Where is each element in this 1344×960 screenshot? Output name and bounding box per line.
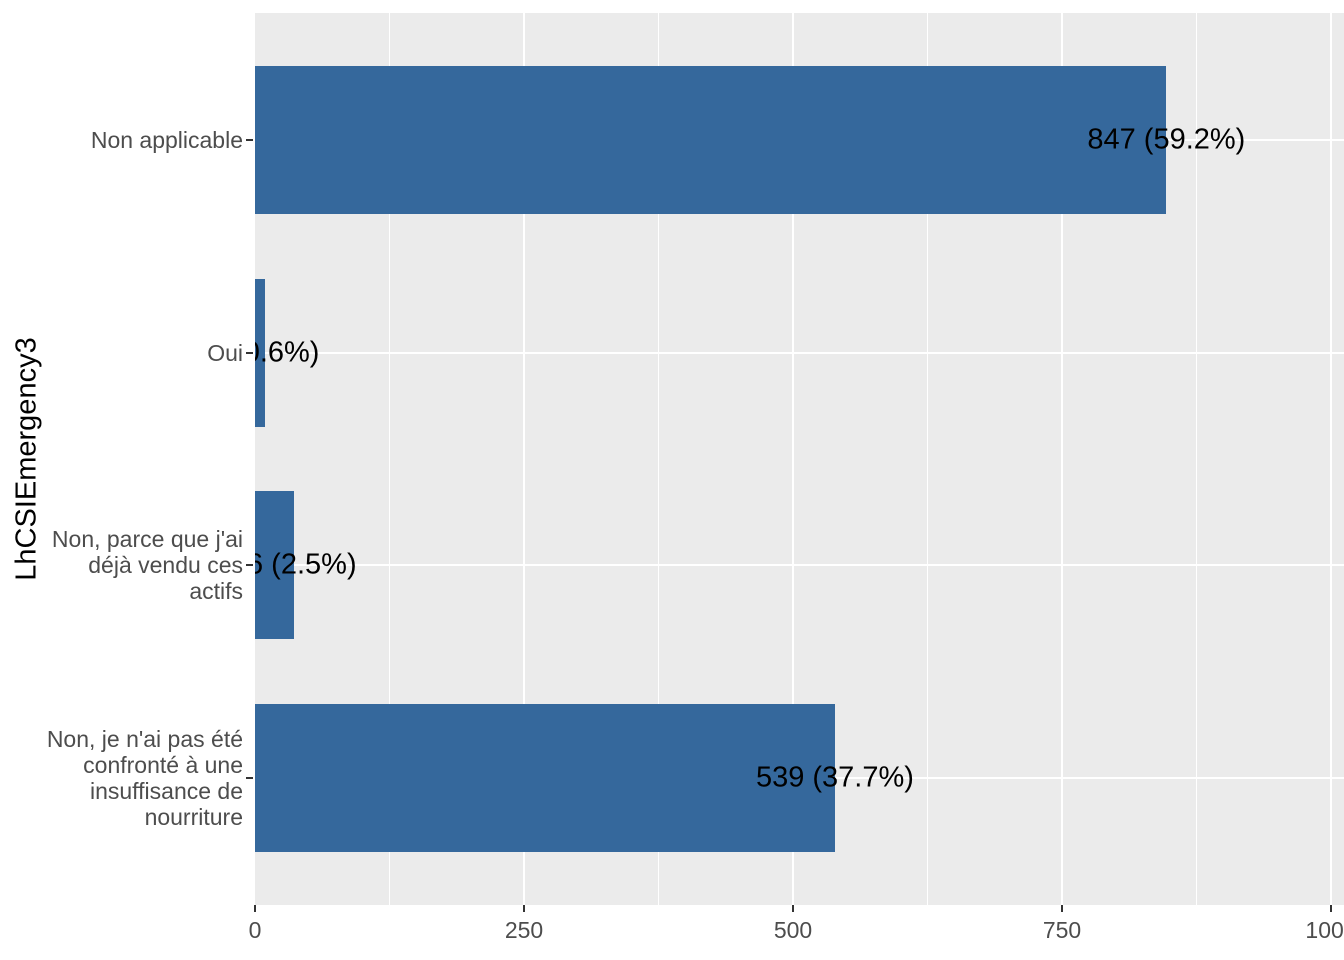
plot-panel: 847 (59.2%) 9 (0.6%) 36 (2.5%) 539 (37.7%): [255, 13, 1344, 905]
x-tick-label: 0: [248, 917, 262, 943]
gridline-major-vertical: [523, 13, 525, 905]
y-category-label-line: Non applicable: [90, 127, 243, 154]
x-tick-label: 750: [1042, 917, 1082, 943]
x-tick-mark: [1061, 905, 1063, 912]
bar-value-label: 539 (37.7%): [755, 761, 914, 794]
x-tick-label: 500: [773, 917, 813, 943]
x-tick-mark: [254, 905, 256, 912]
y-category-label-line: confronté à une: [83, 751, 243, 778]
gridline-major-vertical: [1330, 13, 1332, 905]
y-tick-mark: [246, 776, 253, 779]
y-category-label-line: Oui: [207, 339, 243, 366]
y-tick-mark: [246, 564, 253, 567]
gridline-major-horizontal: [255, 351, 1344, 354]
y-category-label-line: insuffisance de: [89, 777, 243, 804]
gridline-major-vertical: [792, 13, 794, 905]
x-tick-mark: [523, 905, 525, 912]
gridline-major-vertical: [1061, 13, 1063, 905]
bar-value-label: 36 (2.5%): [255, 548, 357, 581]
y-category-label-line: Non, parce que j'ai: [51, 526, 243, 553]
x-tick-label: 250: [504, 917, 544, 943]
gridline-minor-vertical: [658, 13, 659, 905]
y-category-label-line: actifs: [189, 578, 243, 605]
y-axis-title: LhCSIEmergency3: [10, 337, 43, 581]
gridline-minor-vertical: [1196, 13, 1197, 905]
bar-value-label: 9 (0.6%): [255, 336, 320, 369]
y-category-label: Oui: [207, 340, 243, 366]
bar: [255, 491, 294, 640]
y-category-label-line: nourriture: [144, 803, 243, 830]
bar: [255, 703, 835, 852]
bar: [255, 278, 265, 427]
gridline-major-horizontal: [255, 564, 1344, 567]
bar: [255, 66, 1167, 215]
y-category-label: Non, parce que j'ai déjà vendu ces actifs: [52, 526, 243, 604]
x-tick-mark: [792, 905, 794, 912]
gridline-minor-vertical: [927, 13, 928, 905]
y-category-label: Non, je n'ai pas été confronté à une insuf…: [47, 726, 243, 830]
x-tick-label: 1000: [1305, 917, 1344, 943]
y-tick-mark: [246, 351, 253, 354]
gridline-minor-vertical: [389, 13, 390, 905]
y-category-label-line: déjà vendu ces: [88, 552, 243, 579]
y-tick-mark: [246, 139, 253, 142]
x-tick-mark: [1330, 905, 1332, 912]
y-category-label: Non applicable: [91, 127, 243, 153]
bar-value-label: 847 (59.2%): [1087, 123, 1246, 156]
y-category-label-line: Non, je n'ai pas été: [46, 725, 243, 752]
